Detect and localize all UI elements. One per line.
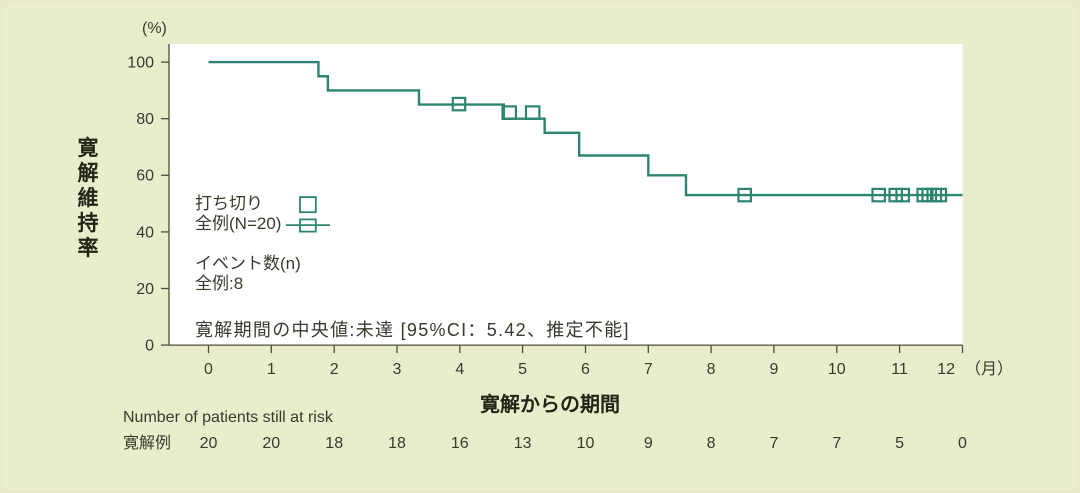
svg-text:8: 8 bbox=[707, 361, 716, 378]
svg-text:打ち切り: 打ち切り bbox=[195, 194, 263, 213]
svg-text:5: 5 bbox=[895, 435, 904, 452]
svg-text:0: 0 bbox=[204, 361, 213, 378]
svg-text:20: 20 bbox=[262, 435, 280, 452]
svg-text:16: 16 bbox=[451, 435, 469, 452]
svg-text:1: 1 bbox=[267, 361, 276, 378]
svg-text:全例(N=20): 全例(N=20) bbox=[195, 214, 281, 233]
svg-text:2: 2 bbox=[330, 361, 339, 378]
svg-text:60: 60 bbox=[136, 168, 154, 185]
svg-text:20: 20 bbox=[200, 435, 218, 452]
svg-text:9: 9 bbox=[644, 435, 653, 452]
svg-text:10: 10 bbox=[828, 361, 846, 378]
svg-text:維: 維 bbox=[78, 186, 99, 210]
svg-text:100: 100 bbox=[127, 55, 154, 72]
svg-text:10: 10 bbox=[577, 435, 595, 452]
svg-text:解: 解 bbox=[78, 161, 99, 185]
svg-text:80: 80 bbox=[136, 111, 154, 128]
svg-text:0: 0 bbox=[145, 338, 154, 355]
svg-text:4: 4 bbox=[455, 361, 464, 378]
svg-text:7: 7 bbox=[644, 361, 653, 378]
svg-text:18: 18 bbox=[325, 435, 343, 452]
svg-text:12: 12 bbox=[937, 361, 955, 378]
svg-text:7: 7 bbox=[769, 435, 778, 452]
svg-text:3: 3 bbox=[393, 361, 402, 378]
svg-text:9: 9 bbox=[769, 361, 778, 378]
svg-text:20: 20 bbox=[136, 281, 154, 298]
svg-text:18: 18 bbox=[388, 435, 406, 452]
svg-text:0: 0 bbox=[958, 435, 967, 452]
svg-text:8: 8 bbox=[707, 435, 716, 452]
svg-text:イベント数(n): イベント数(n) bbox=[195, 254, 301, 273]
svg-text:寛解例: 寛解例 bbox=[123, 434, 171, 452]
svg-text:6: 6 bbox=[581, 361, 590, 378]
svg-text:(%): (%) bbox=[142, 20, 167, 37]
svg-text:（月）: （月） bbox=[965, 360, 1013, 378]
svg-text:5: 5 bbox=[518, 361, 527, 378]
svg-text:全例:8: 全例:8 bbox=[195, 274, 243, 293]
svg-text:7: 7 bbox=[832, 435, 841, 452]
svg-text:寛解期間の中央値:未達 [95%CI：5.42、推定不能]: 寛解期間の中央値:未達 [95%CI：5.42、推定不能] bbox=[195, 320, 630, 340]
svg-text:持: 持 bbox=[78, 211, 99, 235]
svg-text:寛: 寛 bbox=[78, 136, 99, 160]
svg-text:率: 率 bbox=[78, 236, 99, 260]
svg-text:11: 11 bbox=[891, 361, 908, 378]
svg-text:Number of patients still at ri: Number of patients still at risk bbox=[123, 409, 334, 426]
svg-text:40: 40 bbox=[136, 224, 154, 241]
svg-text:13: 13 bbox=[514, 435, 532, 452]
svg-text:寛解からの期間: 寛解からの期間 bbox=[480, 392, 620, 416]
